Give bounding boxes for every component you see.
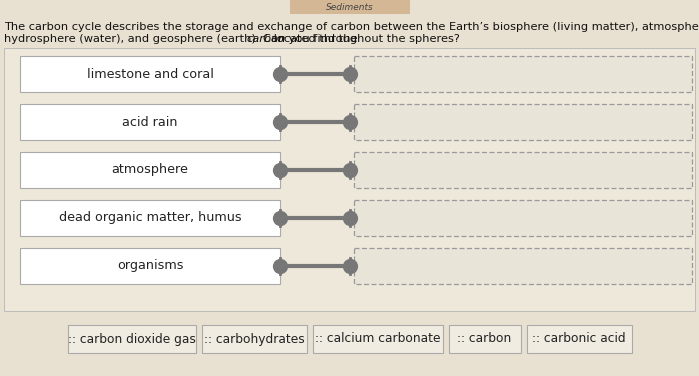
Text: atmosphere: atmosphere <box>112 164 189 176</box>
Text: acid rain: acid rain <box>122 115 178 129</box>
Text: :: calcium carbonate: :: calcium carbonate <box>315 332 440 346</box>
Text: located throughout the spheres?: located throughout the spheres? <box>271 34 461 44</box>
Text: hydrosphere (water), and geosphere (earth). Can you find the: hydrosphere (water), and geosphere (eart… <box>4 34 361 44</box>
FancyBboxPatch shape <box>354 200 692 236</box>
FancyBboxPatch shape <box>20 56 280 92</box>
FancyBboxPatch shape <box>201 325 306 353</box>
Text: :: carbon dioxide gas: :: carbon dioxide gas <box>68 332 196 346</box>
FancyBboxPatch shape <box>354 152 692 188</box>
FancyBboxPatch shape <box>354 56 692 92</box>
Text: dead organic matter, humus: dead organic matter, humus <box>59 211 241 224</box>
FancyBboxPatch shape <box>449 325 521 353</box>
FancyBboxPatch shape <box>289 0 410 14</box>
FancyBboxPatch shape <box>526 325 631 353</box>
FancyBboxPatch shape <box>312 325 442 353</box>
FancyBboxPatch shape <box>20 104 280 140</box>
FancyBboxPatch shape <box>68 325 196 353</box>
Text: carbon: carbon <box>247 34 286 44</box>
FancyBboxPatch shape <box>20 152 280 188</box>
FancyBboxPatch shape <box>20 248 280 284</box>
FancyBboxPatch shape <box>20 200 280 236</box>
Text: organisms: organisms <box>117 259 183 273</box>
Text: The carbon cycle describes the storage and exchange of carbon between the Earth’: The carbon cycle describes the storage a… <box>4 22 699 32</box>
Text: :: carbonic acid: :: carbonic acid <box>532 332 626 346</box>
Text: limestone and coral: limestone and coral <box>87 68 213 80</box>
FancyBboxPatch shape <box>354 104 692 140</box>
Text: :: carbohydrates: :: carbohydrates <box>203 332 304 346</box>
Text: :: carbon: :: carbon <box>457 332 512 346</box>
FancyBboxPatch shape <box>354 248 692 284</box>
FancyBboxPatch shape <box>4 48 695 311</box>
Text: Sediments: Sediments <box>326 3 373 12</box>
